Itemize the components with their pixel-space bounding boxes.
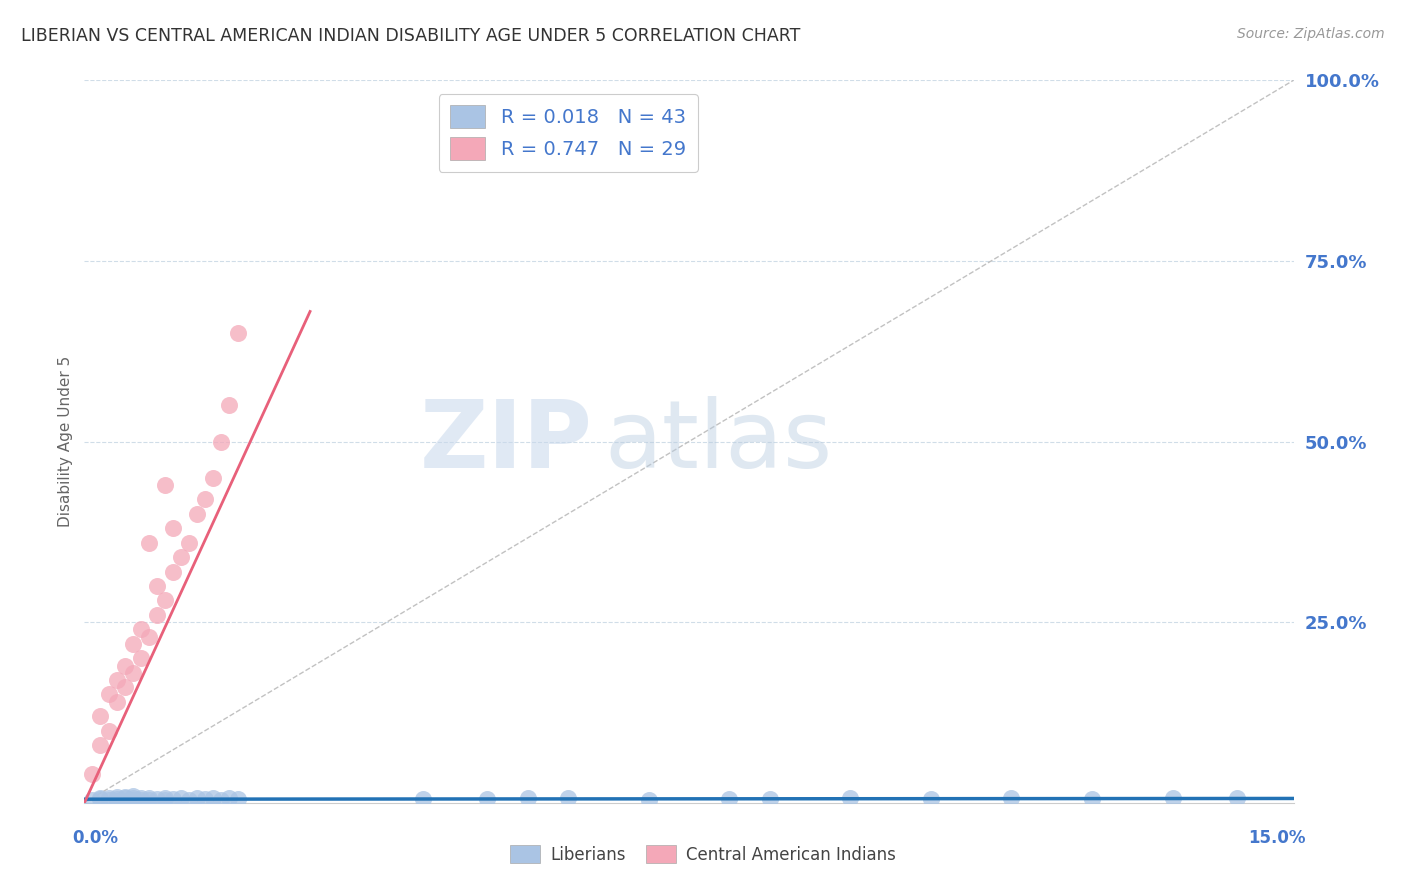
Point	[202, 470, 225, 484]
Point	[153, 593, 176, 607]
Point	[97, 791, 120, 805]
Point	[226, 792, 249, 806]
Point	[194, 492, 217, 507]
Y-axis label: Disability Age Under 5: Disability Age Under 5	[58, 356, 73, 527]
Legend: R = 0.018   N = 43, R = 0.747   N = 29: R = 0.018 N = 43, R = 0.747 N = 29	[439, 94, 697, 171]
Point	[121, 791, 143, 805]
Point	[97, 793, 120, 807]
Point	[138, 535, 160, 549]
Point	[105, 790, 128, 805]
Point	[209, 793, 232, 807]
Point	[89, 738, 111, 752]
Point	[114, 680, 136, 694]
Point	[121, 637, 143, 651]
Point	[82, 793, 104, 807]
Point	[209, 434, 232, 449]
Point	[516, 791, 538, 805]
Point	[153, 793, 176, 807]
Point	[121, 793, 143, 807]
Text: 0.0%: 0.0%	[72, 829, 118, 847]
Legend: Liberians, Central American Indians: Liberians, Central American Indians	[503, 838, 903, 871]
Text: Source: ZipAtlas.com: Source: ZipAtlas.com	[1237, 27, 1385, 41]
Point	[758, 792, 780, 806]
Point	[218, 398, 240, 412]
Point	[146, 579, 169, 593]
Point	[186, 791, 208, 805]
Point	[557, 790, 579, 805]
Point	[105, 695, 128, 709]
Point	[146, 607, 169, 622]
Point	[637, 793, 659, 807]
Point	[170, 550, 193, 565]
Point	[114, 791, 136, 805]
Point	[1226, 791, 1249, 805]
Point	[129, 651, 152, 665]
Point	[89, 792, 111, 806]
Text: 15.0%: 15.0%	[1249, 829, 1306, 847]
Text: ZIP: ZIP	[419, 395, 592, 488]
Point	[121, 665, 143, 680]
Point	[179, 535, 201, 549]
Point	[194, 792, 217, 806]
Point	[186, 507, 208, 521]
Point	[105, 792, 128, 806]
Point	[138, 793, 160, 807]
Point	[138, 790, 160, 805]
Point	[1000, 791, 1022, 805]
Point	[412, 792, 434, 806]
Point	[153, 790, 176, 805]
Point	[89, 709, 111, 723]
Point	[1081, 792, 1104, 806]
Point	[89, 790, 111, 805]
Point	[1161, 790, 1184, 805]
Point	[153, 478, 176, 492]
Point	[114, 658, 136, 673]
Text: atlas: atlas	[605, 395, 832, 488]
Point	[138, 630, 160, 644]
Point	[477, 792, 499, 806]
Point	[226, 326, 249, 340]
Point	[146, 792, 169, 806]
Point	[162, 792, 184, 806]
Point	[97, 723, 120, 738]
Point	[105, 673, 128, 687]
Point	[129, 623, 152, 637]
Point	[920, 792, 942, 806]
Point	[105, 794, 128, 808]
Text: LIBERIAN VS CENTRAL AMERICAN INDIAN DISABILITY AGE UNDER 5 CORRELATION CHART: LIBERIAN VS CENTRAL AMERICAN INDIAN DISA…	[21, 27, 800, 45]
Point	[114, 794, 136, 808]
Point	[839, 791, 862, 805]
Point	[114, 790, 136, 805]
Point	[170, 791, 193, 805]
Point	[179, 793, 201, 807]
Point	[121, 789, 143, 804]
Point	[82, 767, 104, 781]
Point	[129, 791, 152, 805]
Point	[97, 687, 120, 701]
Point	[129, 793, 152, 807]
Point	[718, 792, 741, 806]
Point	[218, 791, 240, 805]
Point	[202, 790, 225, 805]
Point	[162, 521, 184, 535]
Point	[162, 565, 184, 579]
